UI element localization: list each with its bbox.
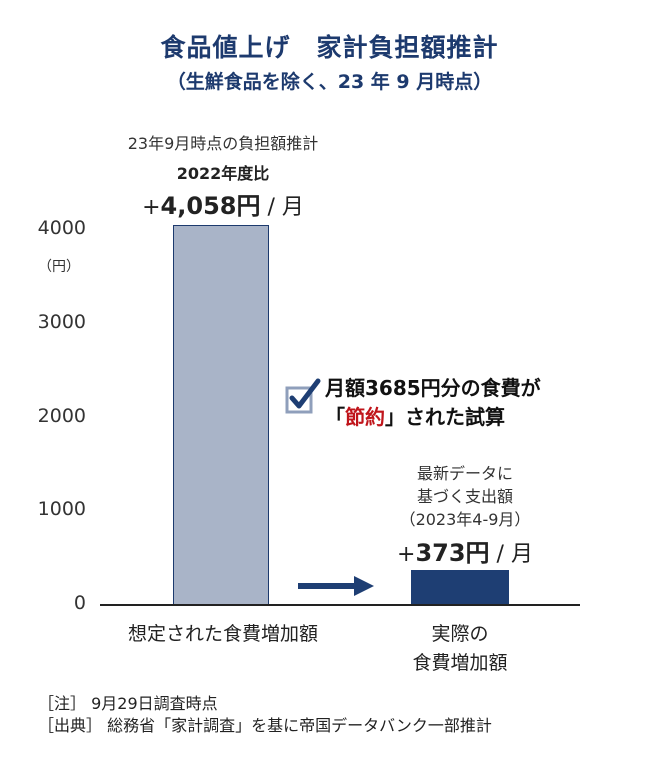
value-prefix: + <box>142 195 161 220</box>
x-category-label-expected: 想定された食費増加額 <box>95 620 351 649</box>
source-note: ［出典］ 総務省「家計調査」を基に帝国データバンク一部推計 <box>38 716 492 735</box>
bar2-annotation-period: （2023年4-9月） <box>399 510 531 529</box>
value-amount: 373円 <box>415 539 490 567</box>
bar1-annotation-comparison: 2022年度比 <box>176 164 270 183</box>
chart-title: 食品値上げ 家計負担額推計 <box>160 33 499 62</box>
value-amount: 4,058円 <box>160 192 261 220</box>
quote-open: 「 <box>325 405 345 429</box>
bar1-annotation-caption: 23年9月時点の負担額推計 <box>127 134 319 153</box>
footnote: ［注］ 9月29日調査時点 <box>38 694 218 713</box>
savings-note-line1: 月額3685円分の食費が <box>325 376 541 400</box>
y-tick-label: 0 <box>73 592 86 614</box>
y-tick-label: 4000 <box>37 217 86 239</box>
x-category-label-actual: 実際の 食費増加額 <box>355 620 565 678</box>
x-axis-line <box>100 604 580 606</box>
arrow-right-icon <box>298 576 374 596</box>
value-prefix: + <box>397 542 416 567</box>
savings-note-line2: 「節約」された試算 <box>325 401 505 430</box>
bar-actual <box>411 570 509 605</box>
x-category-label-line: 食費増加額 <box>412 652 508 674</box>
y-axis-unit: （円） <box>38 259 80 275</box>
chart-subtitle: （生鮮食品を除く、23 年 9 月時点） <box>166 71 493 93</box>
bar-expected <box>173 224 269 605</box>
y-tick-label: 3000 <box>37 310 86 333</box>
x-category-label-line: 想定された食費増加額 <box>127 623 318 645</box>
bar2-annotation-value: +373円 / 月 <box>355 533 575 568</box>
y-tick-label: 1000 <box>37 498 86 521</box>
y-tick-label: 2000 <box>37 404 86 427</box>
quote-close-text: 」された試算 <box>385 405 505 429</box>
value-suffix: / 月 <box>489 542 533 567</box>
checkbox-checked-icon <box>285 378 321 414</box>
bar2-annotation-caption: 最新データに <box>416 464 513 483</box>
highlight-word: 節約 <box>345 405 385 429</box>
x-category-label-line: 実際の <box>431 623 489 645</box>
value-suffix: / 月 <box>260 195 304 220</box>
bar1-annotation-value: +4,058円 / 月 <box>90 186 356 221</box>
bar2-annotation-caption-2: 基づく支出額 <box>416 487 513 506</box>
